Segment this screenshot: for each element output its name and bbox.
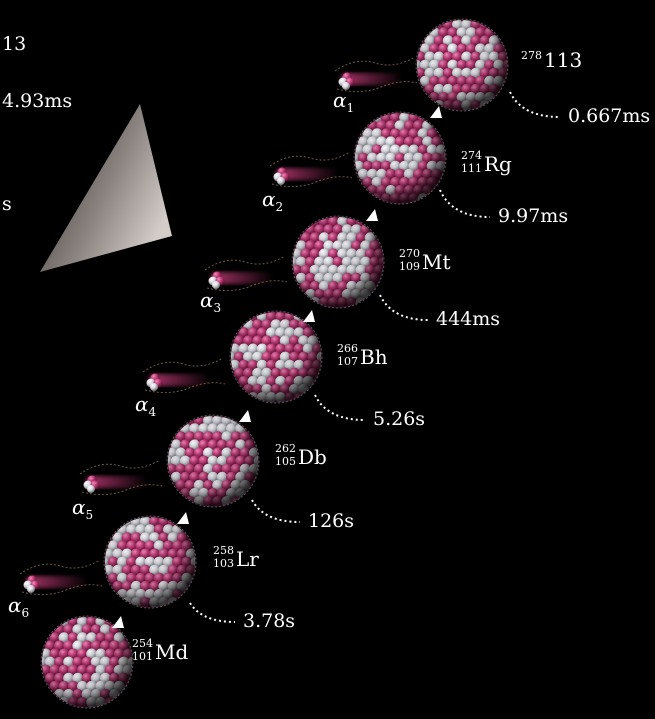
half-life-label: 444ms: [436, 308, 501, 330]
mass-number: 274: [461, 149, 482, 162]
isotope-notation: 262 105: [275, 442, 298, 469]
nuclide-label: 262 105 Db: [275, 442, 327, 469]
nucleus-sphere: [291, 215, 385, 309]
alpha-symbol: α: [72, 495, 86, 519]
pyramid-shape: [40, 104, 172, 272]
mass-number: 258: [213, 544, 234, 557]
alpha-particle-trail: [79, 459, 163, 496]
alpha-index: 5: [85, 508, 94, 522]
mass-number: 254: [132, 637, 153, 650]
alpha-symbol: α: [8, 593, 22, 617]
alpha-decay-label: α2: [262, 187, 283, 214]
nuclide-label: 274 111 Rg: [461, 149, 512, 176]
half-life-leader-line: [314, 394, 366, 421]
nucleus-sphere: [415, 18, 509, 112]
alpha-index: 6: [21, 606, 30, 620]
alpha-decay-label: α5: [72, 495, 93, 522]
alpha-particle-trail: [19, 559, 103, 596]
element-symbol: Bh: [360, 345, 388, 369]
decay-arrow: [366, 209, 378, 221]
decay-arrow: [177, 512, 189, 524]
half-life-label: 5.26s: [373, 408, 426, 430]
half-life-leader-line: [439, 189, 491, 218]
nucleus-sphere: [103, 515, 197, 609]
alpha-symbol: α: [200, 288, 214, 312]
element-symbol: Db: [298, 445, 327, 469]
element-symbol: Md: [155, 640, 189, 664]
nuclide-label: 278 113: [521, 48, 583, 72]
nucleus-sphere: [166, 414, 260, 508]
isotope-notation: 278: [521, 48, 544, 72]
alpha-decay-label: α1: [333, 88, 354, 115]
cropped-label-halflife: 4.93ms: [2, 90, 73, 112]
nuclide-label: 254 101 Md: [132, 637, 189, 664]
cropped-label-top: 13: [2, 33, 27, 55]
isotope-notation: 258 103: [213, 544, 236, 571]
nucleus-sphere: [229, 310, 323, 404]
nuclide-label: 270 109 Mt: [399, 247, 451, 274]
alpha-symbol: α: [135, 392, 149, 416]
half-life-leader-line: [509, 91, 561, 118]
atomic-number: 105: [275, 455, 296, 468]
cropped-label-seconds: s: [2, 193, 12, 215]
nucleus-sphere: [40, 615, 134, 709]
element-symbol: Mt: [422, 250, 451, 274]
alpha-decay-label: α3: [200, 288, 221, 315]
alpha-symbol: α: [262, 187, 276, 211]
element-symbol: Lr: [236, 547, 259, 571]
atomic-number: 101: [132, 650, 153, 663]
alpha-particle-trail: [269, 151, 353, 188]
isotope-notation: 266 107: [337, 342, 360, 369]
isotope-notation: 254 101: [132, 637, 155, 664]
alpha-index: 3: [213, 301, 222, 315]
isotope-notation: 270 109: [399, 247, 422, 274]
half-life-leader-line: [379, 294, 429, 321]
isotope-notation: 274 111: [461, 149, 484, 176]
mass-number: 262: [275, 442, 296, 455]
element-symbol: Rg: [484, 152, 512, 176]
alpha-particle-trail: [142, 357, 226, 394]
atomic-number: 109: [399, 260, 420, 273]
alpha-decay-label: α4: [135, 392, 156, 419]
decay-arrow: [303, 310, 315, 322]
alpha-symbol: α: [333, 88, 347, 112]
alpha-decay-label: α6: [8, 593, 29, 620]
alpha-index: 1: [346, 101, 355, 115]
nucleus-sphere: [353, 111, 447, 205]
atomic-number: 103: [213, 557, 234, 570]
decay-arrow: [430, 106, 442, 118]
decay-arrow: [112, 616, 124, 628]
nuclide-label: 258 103 Lr: [213, 544, 259, 571]
half-life-label: 9.97ms: [498, 205, 569, 227]
half-life-label: 0.667ms: [568, 105, 651, 127]
mass-number: 270: [399, 247, 420, 260]
half-life-leader-line: [251, 499, 301, 523]
atomic-number: 107: [337, 355, 358, 368]
alpha-index: 4: [148, 405, 157, 419]
mass-number: 266: [337, 342, 358, 355]
alpha-particle-trail: [204, 255, 288, 292]
mass-number: 278: [521, 49, 542, 62]
nuclide-label: 266 107 Bh: [337, 342, 388, 369]
half-life-label: 3.78s: [243, 610, 296, 632]
decay-arrow: [239, 410, 251, 422]
atomic-number: 111: [461, 162, 482, 175]
element-symbol: 113: [544, 48, 583, 72]
half-life-label: 126s: [308, 510, 355, 532]
alpha-index: 2: [275, 200, 284, 214]
alpha-particle-trail: [334, 56, 418, 93]
half-life-leader-line: [189, 602, 236, 623]
